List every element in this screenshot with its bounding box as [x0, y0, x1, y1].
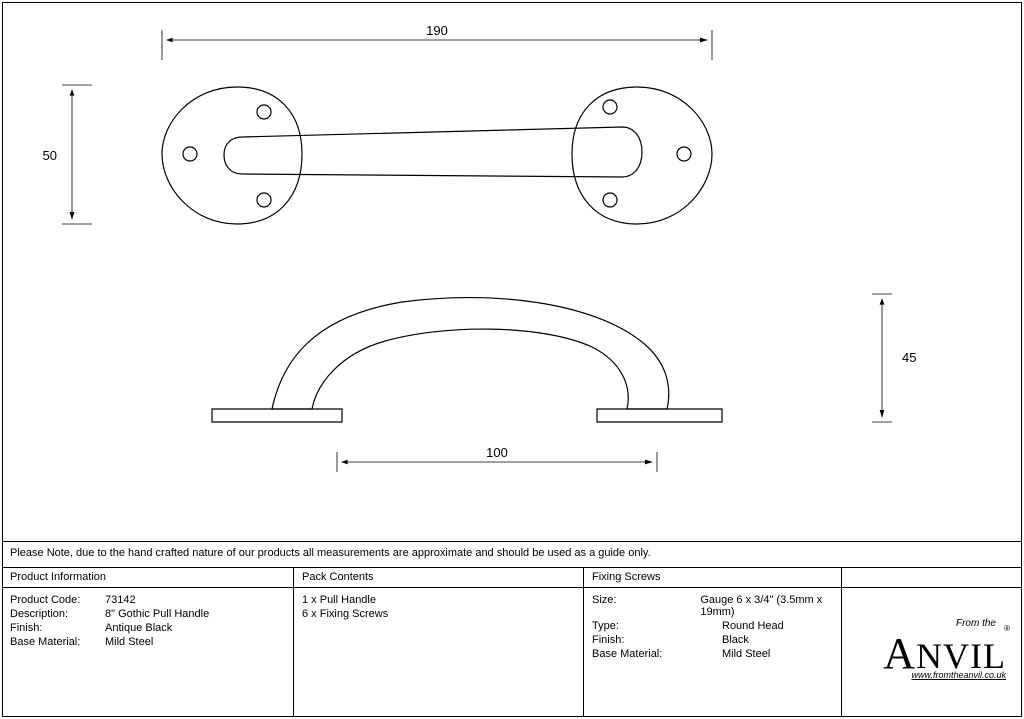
dimension-50: 50 [43, 85, 92, 224]
header-logo-spacer [842, 568, 1022, 587]
product-code: 73142 [105, 594, 136, 606]
screw-hole [183, 147, 197, 161]
side-view [212, 298, 722, 422]
drawing-svg: 190 50 100 [2, 2, 1022, 541]
screw-type-label: Type: [592, 620, 722, 632]
dimension-190: 190 [162, 23, 712, 60]
screw-finish-label: Finish: [592, 634, 722, 646]
screw-hole [603, 100, 617, 114]
product-base-label: Base Material: [10, 636, 105, 648]
screw-finish: Black [722, 634, 749, 646]
screw-size: Gauge 6 x 3/4" (3.5mm x 19mm) [700, 594, 833, 618]
product-base: Mild Steel [105, 636, 153, 648]
technical-drawing: 190 50 100 [2, 2, 1022, 541]
note-text: Please Note, due to the hand crafted nat… [10, 547, 651, 559]
screw-type: Round Head [722, 620, 784, 632]
product-desc-label: Description: [10, 608, 105, 620]
product-info-cell: Product Code:73142 Description:8" Gothic… [2, 588, 294, 717]
handle-bar-top [224, 127, 642, 177]
dim-50-label: 50 [43, 148, 57, 163]
screw-base: Mild Steel [722, 648, 770, 660]
dimension-45: 45 [872, 294, 916, 422]
screw-hole [257, 105, 271, 119]
left-foot [212, 409, 342, 422]
handle-arch [272, 298, 669, 409]
note-row: Please Note, due to the hand crafted nat… [2, 541, 1022, 567]
top-view [162, 87, 712, 224]
screw-hole [603, 193, 617, 207]
header-fixing-screws: Fixing Screws [584, 568, 842, 587]
dim-190-label: 190 [426, 23, 448, 38]
product-desc: 8" Gothic Pull Handle [105, 608, 209, 620]
right-foot [597, 409, 722, 422]
logo-cell: From the ® ANVIL www.fromtheanvil.co.uk [842, 588, 1022, 717]
pack-item-2: 6 x Fixing Screws [302, 608, 388, 620]
info-body-row: Product Code:73142 Description:8" Gothic… [2, 587, 1022, 717]
product-finish-label: Finish: [10, 622, 105, 634]
pack-item-1: 1 x Pull Handle [302, 594, 376, 606]
screw-size-label: Size: [592, 594, 700, 618]
header-product-info: Product Information [2, 568, 294, 587]
header-pack-contents: Pack Contents [294, 568, 584, 587]
screw-hole [257, 193, 271, 207]
screw-hole [677, 147, 691, 161]
product-code-label: Product Code: [10, 594, 105, 606]
dimension-100: 100 [337, 445, 657, 472]
dim-100-label: 100 [486, 445, 508, 460]
pack-contents-cell: 1 x Pull Handle 6 x Fixing Screws [294, 588, 584, 717]
product-finish: Antique Black [105, 622, 172, 634]
info-header-row: Product Information Pack Contents Fixing… [2, 567, 1022, 587]
screw-base-label: Base Material: [592, 648, 722, 660]
logo-url: www.fromtheanvil.co.uk [911, 670, 1006, 680]
dim-45-label: 45 [902, 350, 916, 365]
fixing-screws-cell: Size:Gauge 6 x 3/4" (3.5mm x 19mm) Type:… [584, 588, 842, 717]
